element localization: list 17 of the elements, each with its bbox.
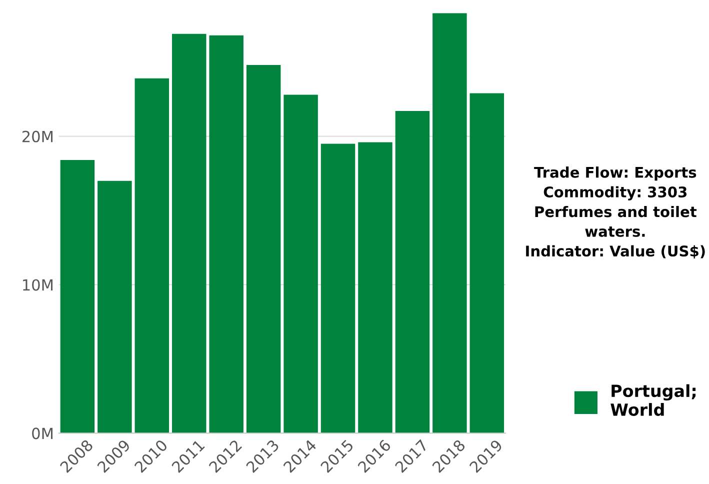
bar: [134, 78, 170, 434]
bar: [432, 13, 467, 434]
text: Trade Flow: Exports Commodity: 3303 Perfumes and toilet waters. Indicator: Value (US$): [526, 166, 705, 258]
bar: [172, 34, 206, 434]
y-tick-label: 10M: [23, 279, 52, 291]
bar: [320, 144, 356, 434]
bar: [395, 111, 430, 434]
bar: [60, 160, 95, 434]
bar: [209, 35, 244, 434]
y-tick-label: 20M: [22, 130, 52, 142]
bar: [246, 65, 281, 434]
bar: [98, 180, 132, 434]
legend-label: Portugal; World: [610, 384, 696, 416]
y-tick-label: 0M: [32, 428, 52, 440]
bar: [470, 93, 504, 434]
bar: [284, 94, 318, 434]
bar: [358, 142, 392, 434]
